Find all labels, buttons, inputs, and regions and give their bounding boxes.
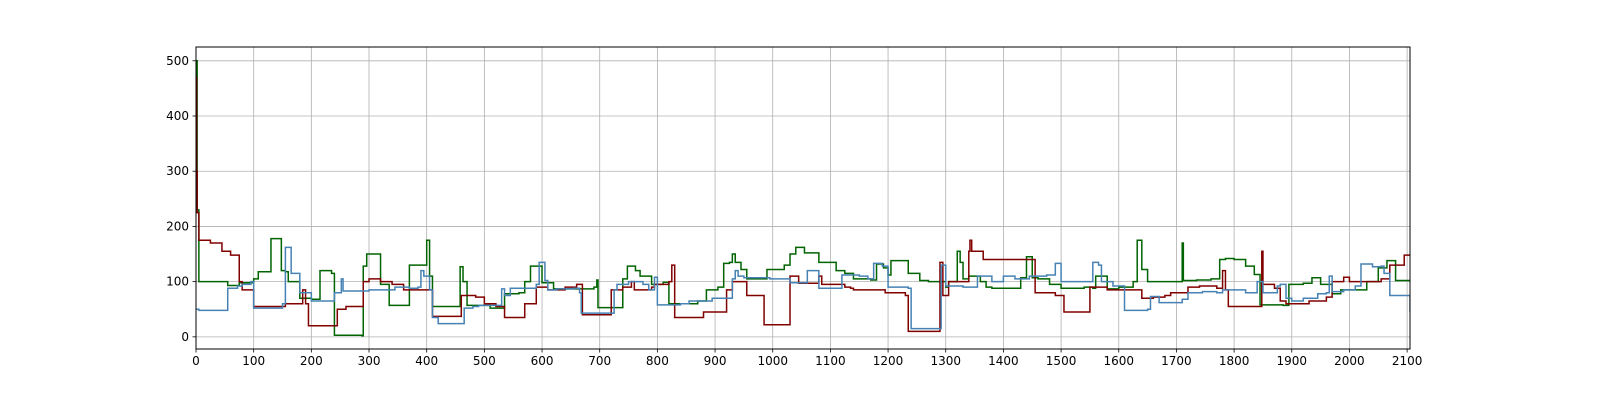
y-tick-label: 100 bbox=[166, 275, 189, 289]
y-tick-label: 500 bbox=[166, 54, 189, 68]
x-tick-label: 2100 bbox=[1392, 354, 1423, 368]
series-line-1 bbox=[196, 60, 1410, 337]
series-lines bbox=[196, 60, 1410, 337]
x-tick-label: 900 bbox=[704, 354, 727, 368]
y-tick-label: 200 bbox=[166, 219, 189, 233]
x-tick-label: 400 bbox=[415, 354, 438, 368]
x-axis-ticks: 0 100 200 300 400 500 600 700 800 900 1000 1100 1200… bbox=[192, 349, 1422, 368]
x-tick-label: 600 bbox=[531, 354, 554, 368]
x-tick-label: 1100 bbox=[815, 354, 846, 368]
y-tick-label: 400 bbox=[166, 109, 189, 123]
x-tick-label: 200 bbox=[300, 354, 323, 368]
x-tick-label: 1900 bbox=[1276, 354, 1307, 368]
series-line-2 bbox=[196, 76, 1410, 333]
x-tick-label: 1500 bbox=[1046, 354, 1077, 368]
x-tick-label: 700 bbox=[588, 354, 611, 368]
y-tick-label: 300 bbox=[166, 164, 189, 178]
x-tick-label: 2000 bbox=[1334, 354, 1365, 368]
plot-frame bbox=[195, 46, 1411, 350]
x-tick-label: 1000 bbox=[757, 354, 788, 368]
x-tick-label: 1400 bbox=[988, 354, 1019, 368]
x-tick-label: 1300 bbox=[930, 354, 961, 368]
y-tick-label: 0 bbox=[181, 330, 189, 344]
x-tick-label: 1800 bbox=[1219, 354, 1250, 368]
x-tick-label: 500 bbox=[473, 354, 496, 368]
y-axis-ticks: 0 100 200 300 400 500 bbox=[166, 54, 196, 344]
x-tick-label: 1600 bbox=[1103, 354, 1134, 368]
x-tick-label: 0 bbox=[192, 354, 200, 368]
x-tick-label: 100 bbox=[242, 354, 265, 368]
grid-lines bbox=[195, 47, 1410, 349]
series-line-3 bbox=[196, 246, 1410, 330]
x-tick-label: 800 bbox=[646, 354, 669, 368]
x-tick-label: 1700 bbox=[1161, 354, 1192, 368]
x-tick-label: 1200 bbox=[873, 354, 904, 368]
x-tick-label: 300 bbox=[358, 354, 381, 368]
